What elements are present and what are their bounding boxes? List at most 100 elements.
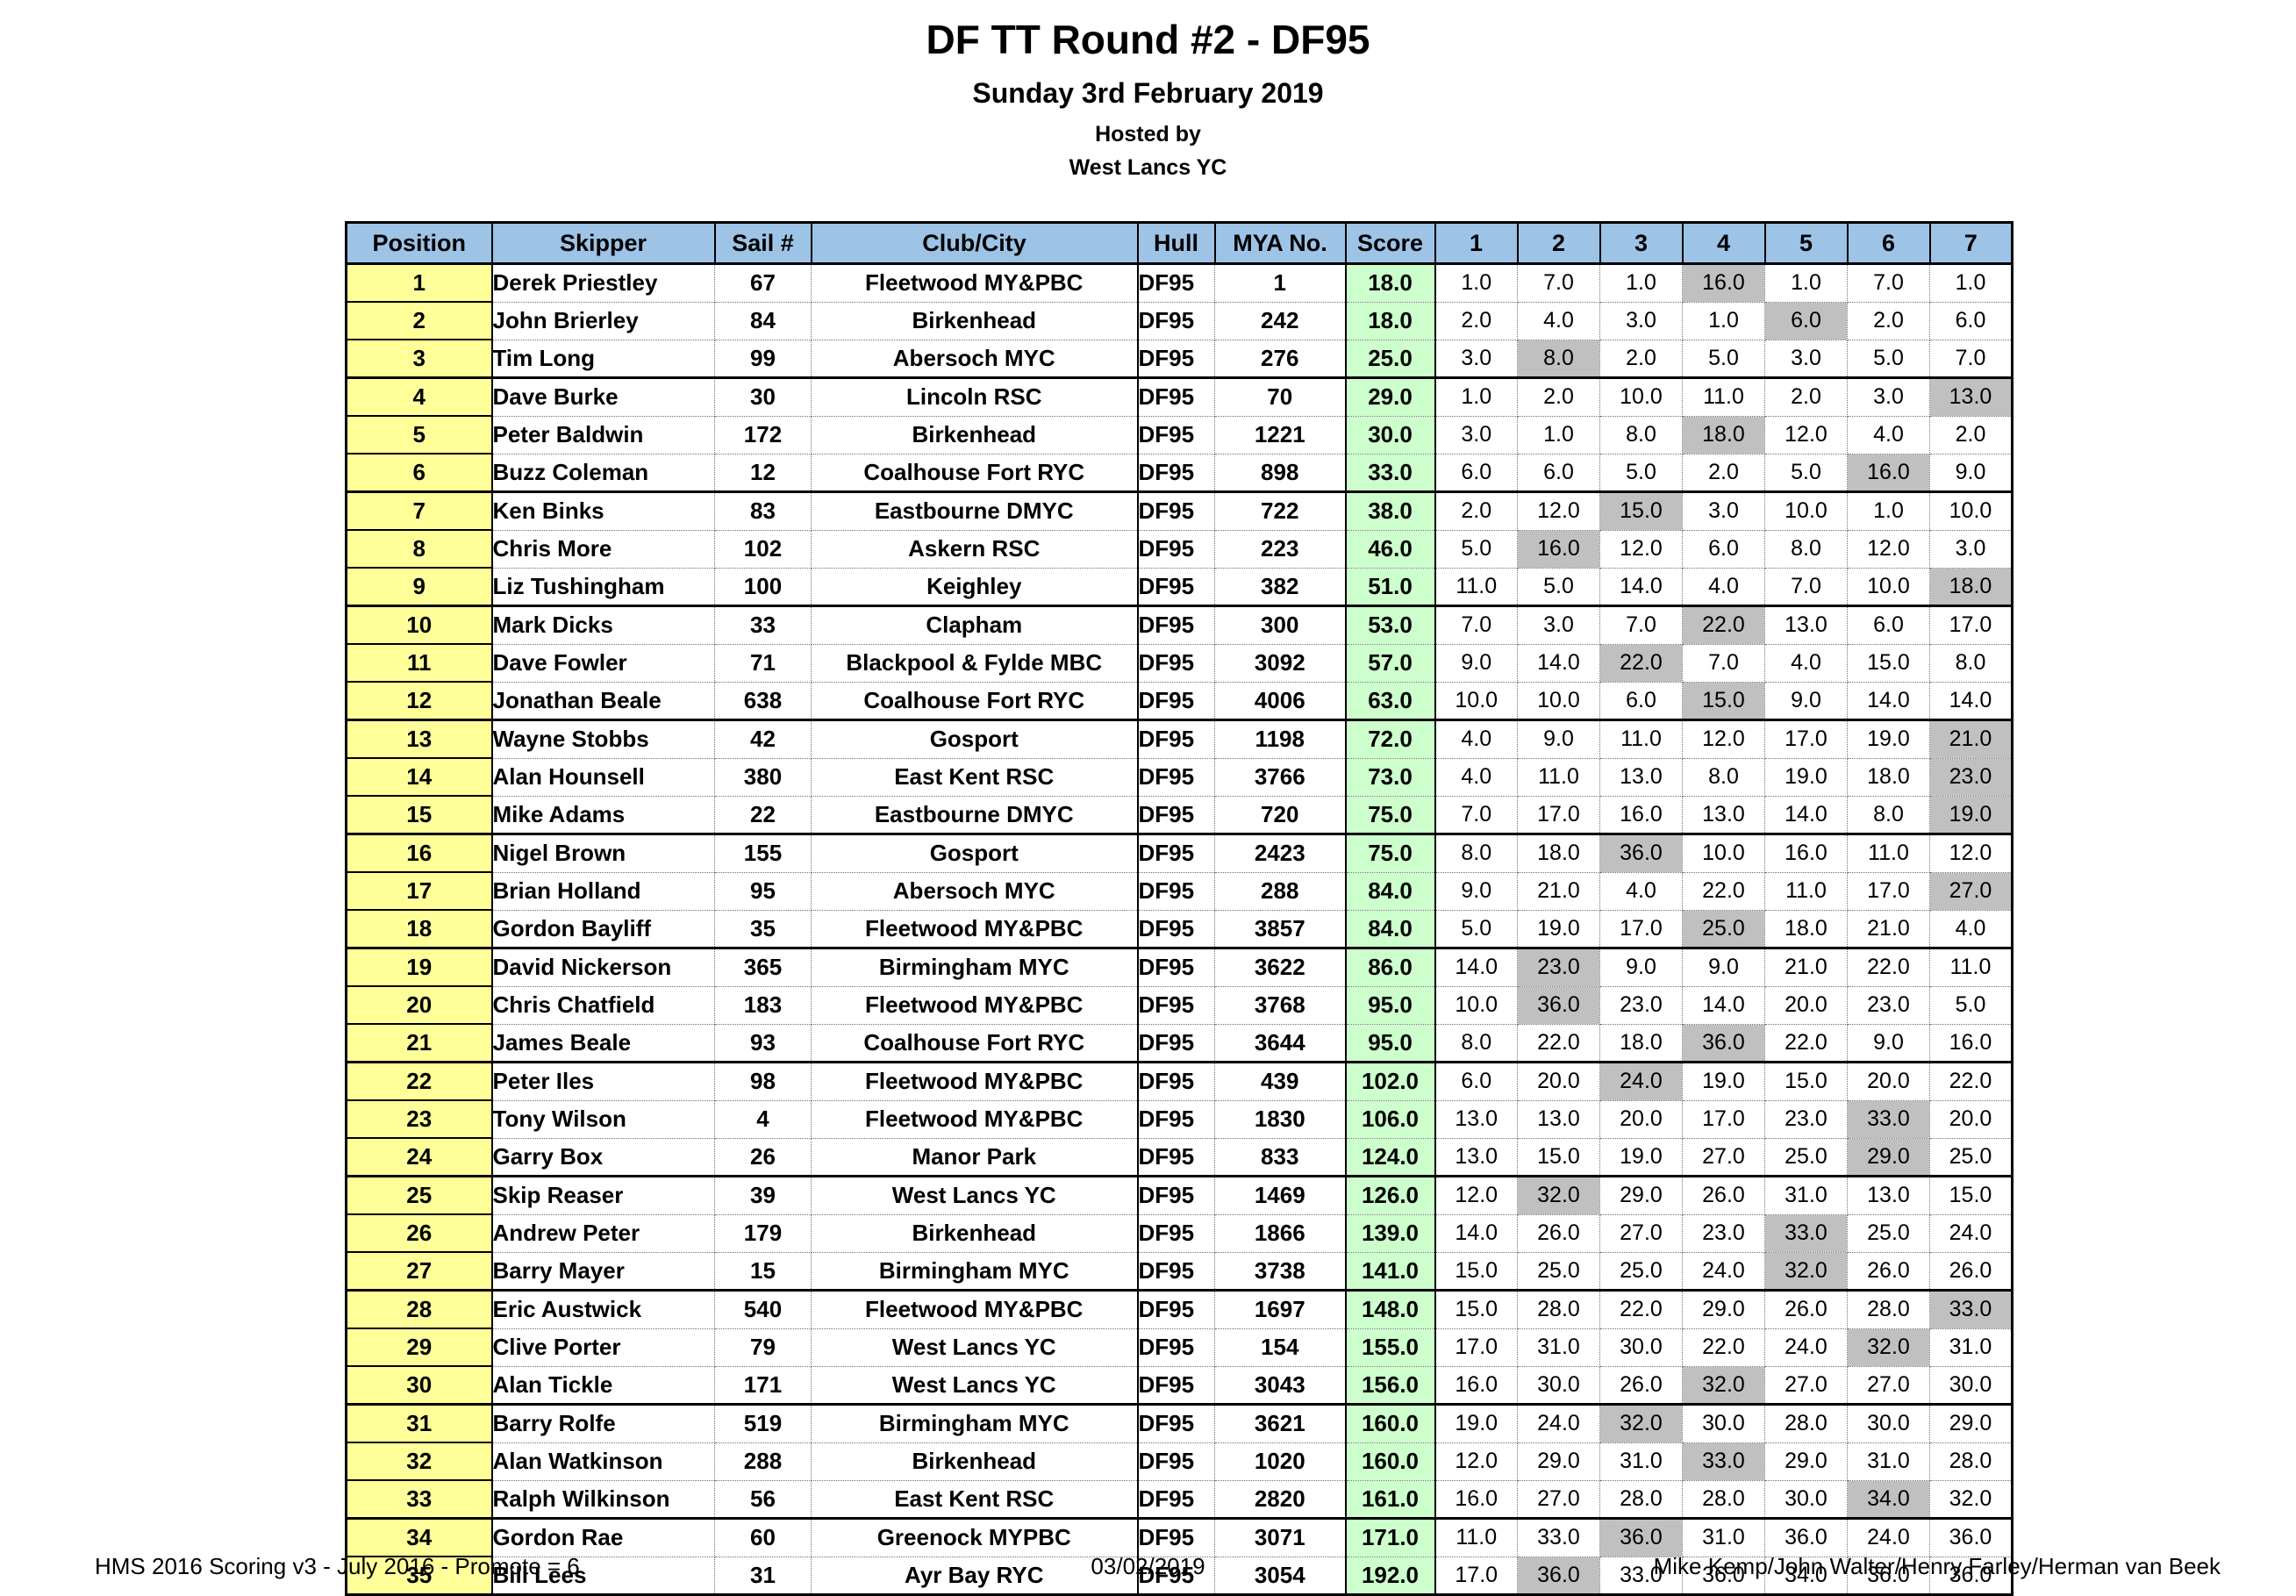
race-score-cell: 19.0	[1929, 796, 2013, 835]
race-score-cell: 8.0	[1682, 758, 1765, 797]
score-cell: 30.0	[1345, 416, 1436, 454]
sail-number-cell: 638	[714, 682, 812, 721]
position-cell: 6	[345, 453, 493, 493]
race-score-cell: 22.0	[1682, 1328, 1765, 1367]
position-cell: 16	[345, 833, 493, 873]
race-score-cell: 19.0	[1434, 1404, 1518, 1443]
race-score-cell: 3.0	[1764, 340, 1848, 379]
score-cell: 53.0	[1345, 605, 1436, 645]
mya-number-cell: 3071	[1214, 1518, 1347, 1557]
race-score-cell: 36.0	[1929, 1518, 2013, 1557]
skipper-cell: Alan Watkinson	[491, 1442, 715, 1481]
race-score-cell: 16.0	[1764, 834, 1848, 873]
mya-number-cell: 3738	[1214, 1252, 1347, 1292]
table-row: 29 Clive Porter 79 West Lancs YC DF95 154 155.…	[345, 1328, 2013, 1367]
table-row: 26 Andrew Peter 179 Birkenhead DF95 1866 139.0…	[345, 1213, 2013, 1253]
club-cell: Coalhouse Fort RYC	[811, 1024, 1139, 1063]
race-score-cell: 20.0	[1517, 1062, 1600, 1101]
club-cell: Birkenhead	[811, 1442, 1139, 1481]
race-score-cell: 8.0	[1434, 1024, 1518, 1063]
hull-cell: DF95	[1137, 491, 1215, 531]
race-score-cell: 16.0	[1929, 1024, 2013, 1063]
race-score-cell: 34.0	[1764, 1557, 1848, 1595]
mya-number-cell: 722	[1214, 491, 1347, 531]
mya-number-cell: 2423	[1214, 834, 1347, 873]
club-cell: Birmingham MYC	[811, 1404, 1139, 1443]
race-score-cell: 11.0	[1599, 719, 1683, 759]
skipper-cell: Gordon Rae	[491, 1518, 715, 1557]
mya-number-cell: 1221	[1214, 416, 1347, 454]
mya-number-cell: 3092	[1214, 644, 1347, 683]
race-score-cell: 6.0	[1929, 302, 2013, 340]
skipper-cell: Bill Lees	[491, 1557, 715, 1595]
race-score-cell: 31.0	[1764, 1176, 1848, 1215]
mya-number-cell: 223	[1214, 530, 1347, 569]
race-score-cell: 20.0	[1764, 986, 1848, 1025]
race-score-cell: 5.0	[1847, 340, 1930, 379]
race-score-cell: 9.0	[1929, 454, 2013, 493]
race-score-cell: 13.0	[1764, 605, 1848, 645]
sail-number-cell: 365	[714, 948, 812, 987]
skipper-cell: Peter Iles	[491, 1062, 715, 1101]
race-score-cell: 1.0	[1434, 377, 1518, 417]
position-cell: 27	[345, 1251, 493, 1292]
club-cell: Eastbourne DMYC	[811, 491, 1139, 531]
race-score-cell: 16.0	[1517, 530, 1600, 569]
column-header-race-5: 5	[1763, 221, 1849, 265]
race-score-cell: 13.0	[1599, 758, 1683, 797]
race-score-cell: 8.0	[1517, 340, 1600, 379]
table-row: 19 David Nickerson 365 Birmingham MYC DF95 36…	[345, 947, 2013, 987]
header-row: Position Skipper Sail # Club/City Hull MYA No…	[345, 221, 2013, 265]
hull-cell: DF95	[1137, 834, 1215, 873]
race-score-cell: 12.0	[1929, 834, 2013, 873]
position-cell: 14	[345, 757, 493, 797]
race-score-cell: 22.0	[1929, 1062, 2013, 1101]
race-score-cell: 26.0	[1517, 1214, 1600, 1253]
race-score-cell: 9.0	[1682, 948, 1765, 987]
score-cell: 171.0	[1345, 1518, 1436, 1557]
table-row: 4 Dave Burke 30 Lincoln RSC DF95 70 29.0 1.0 2.0…	[345, 376, 2013, 417]
race-score-cell: 1.0	[1517, 416, 1600, 454]
hull-cell: DF95	[1137, 910, 1215, 949]
race-score-cell: 18.0	[1764, 910, 1848, 949]
hull-cell: DF95	[1137, 302, 1215, 340]
position-cell: 26	[345, 1213, 493, 1253]
position-cell: 11	[345, 643, 493, 683]
race-score-cell: 22.0	[1764, 1024, 1848, 1063]
race-score-cell: 14.0	[1847, 682, 1930, 721]
race-score-cell: 15.0	[1764, 1062, 1848, 1101]
position-cell: 4	[345, 376, 493, 417]
race-score-cell: 34.0	[1847, 1480, 1930, 1520]
column-header-skipper: Skipper	[490, 221, 716, 265]
hull-cell: DF95	[1137, 1214, 1215, 1253]
position-cell: 20	[345, 985, 493, 1025]
race-score-cell: 31.0	[1682, 1518, 1765, 1557]
sail-number-cell: 79	[714, 1328, 812, 1367]
race-score-cell: 19.0	[1682, 1062, 1765, 1101]
hull-cell: DF95	[1137, 1024, 1215, 1063]
table-row: 32 Alan Watkinson 288 Birkenhead DF95 1020 160…	[345, 1442, 2013, 1481]
hull-cell: DF95	[1137, 605, 1215, 645]
page-subtitle: Sunday 3rd February 2019	[972, 77, 1324, 109]
race-score-cell: 3.0	[1434, 416, 1518, 454]
mya-number-cell: 288	[1214, 872, 1347, 911]
hull-cell: DF95	[1137, 454, 1215, 493]
club-cell: Birmingham MYC	[811, 1252, 1139, 1292]
skipper-cell: Nigel Brown	[491, 834, 715, 873]
race-score-cell: 5.0	[1929, 986, 2013, 1025]
race-score-cell: 22.0	[1682, 605, 1765, 645]
position-cell: 2	[345, 301, 493, 340]
club-cell: Birmingham MYC	[811, 948, 1139, 987]
mya-number-cell: 3054	[1214, 1557, 1347, 1595]
position-cell: 15	[345, 795, 493, 835]
race-score-cell: 13.0	[1434, 1138, 1518, 1177]
race-score-cell: 16.0	[1434, 1366, 1518, 1406]
race-score-cell: 32.0	[1764, 1252, 1848, 1292]
sail-number-cell: 179	[714, 1214, 812, 1253]
score-cell: 95.0	[1345, 1024, 1436, 1063]
hull-cell: DF95	[1137, 948, 1215, 987]
race-score-cell: 17.0	[1847, 872, 1930, 911]
score-cell: 33.0	[1345, 454, 1436, 493]
race-score-cell: 33.0	[1847, 1100, 1930, 1139]
race-score-cell: 25.0	[1847, 1214, 1930, 1253]
